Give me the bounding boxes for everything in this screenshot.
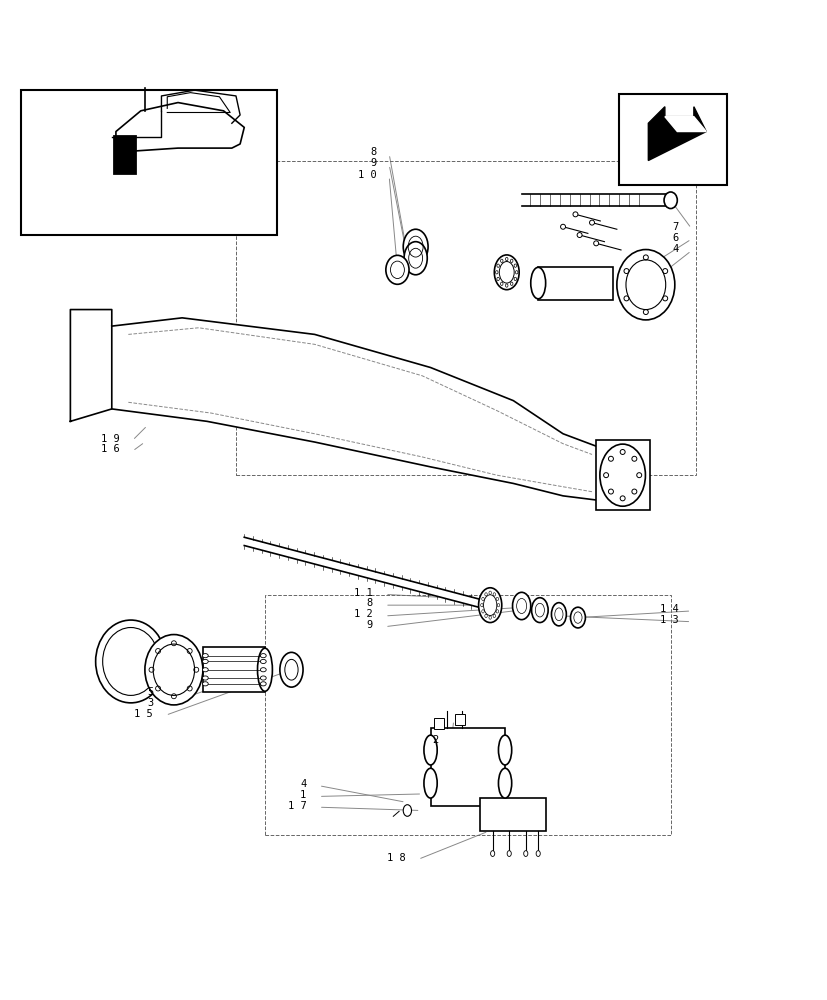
Text: 1 2: 1 2: [353, 609, 372, 619]
Ellipse shape: [572, 212, 577, 217]
Ellipse shape: [593, 241, 598, 246]
Text: 1 6: 1 6: [101, 444, 120, 454]
Ellipse shape: [423, 768, 437, 798]
Bar: [203, 647, 265, 692]
Ellipse shape: [260, 659, 266, 664]
Bar: [265, 595, 670, 835]
Ellipse shape: [403, 805, 411, 816]
Ellipse shape: [202, 682, 208, 686]
Text: 8: 8: [366, 598, 372, 608]
Ellipse shape: [478, 588, 501, 623]
Ellipse shape: [620, 446, 637, 504]
Ellipse shape: [599, 444, 645, 506]
Ellipse shape: [145, 635, 203, 705]
Ellipse shape: [576, 233, 581, 238]
Bar: [21, 90, 277, 235]
Ellipse shape: [589, 220, 594, 225]
Ellipse shape: [202, 668, 208, 672]
Text: 3: 3: [146, 698, 153, 708]
Ellipse shape: [280, 652, 303, 687]
Ellipse shape: [601, 444, 630, 506]
Polygon shape: [648, 107, 705, 161]
Ellipse shape: [202, 659, 208, 664]
Ellipse shape: [95, 620, 165, 703]
Ellipse shape: [202, 676, 208, 680]
Ellipse shape: [260, 668, 266, 672]
Ellipse shape: [531, 598, 547, 623]
Text: 4: 4: [672, 244, 678, 254]
Bar: [595, 440, 649, 510]
Ellipse shape: [523, 851, 528, 856]
Text: 1 7: 1 7: [287, 801, 306, 811]
Text: 4: 4: [299, 779, 306, 789]
Polygon shape: [244, 537, 480, 608]
Ellipse shape: [551, 603, 566, 626]
Text: 5: 5: [146, 687, 153, 697]
Text: 1 4: 1 4: [659, 604, 678, 614]
Bar: [114, 136, 135, 173]
Text: 1 3: 1 3: [659, 615, 678, 625]
Text: 1 1: 1 1: [353, 588, 372, 598]
Bar: [433, 718, 443, 729]
Ellipse shape: [498, 735, 511, 765]
Ellipse shape: [260, 654, 266, 658]
Bar: [236, 161, 695, 475]
Ellipse shape: [257, 648, 272, 691]
Ellipse shape: [506, 851, 511, 856]
Text: 1 9: 1 9: [101, 434, 120, 444]
Text: 7: 7: [672, 222, 678, 232]
Text: 2: 2: [432, 735, 438, 745]
Polygon shape: [664, 117, 705, 132]
Ellipse shape: [494, 255, 519, 290]
Ellipse shape: [260, 682, 266, 686]
Text: 9: 9: [370, 158, 376, 168]
Ellipse shape: [663, 192, 676, 209]
Ellipse shape: [202, 654, 208, 658]
Ellipse shape: [570, 607, 585, 628]
Ellipse shape: [403, 229, 428, 264]
Text: 9: 9: [366, 620, 372, 630]
Ellipse shape: [512, 592, 530, 620]
Ellipse shape: [490, 851, 495, 856]
Ellipse shape: [385, 255, 409, 284]
Ellipse shape: [498, 768, 511, 798]
Bar: [538, 267, 612, 300]
Text: 1 5: 1 5: [134, 709, 153, 719]
Bar: [480, 798, 546, 831]
Ellipse shape: [536, 851, 540, 856]
Text: 8: 8: [370, 147, 376, 157]
Ellipse shape: [404, 242, 427, 275]
Polygon shape: [521, 194, 670, 206]
Text: 1 8: 1 8: [386, 853, 405, 863]
Ellipse shape: [616, 250, 674, 320]
Ellipse shape: [560, 224, 565, 229]
Text: 6: 6: [672, 233, 678, 243]
Ellipse shape: [260, 676, 266, 680]
Ellipse shape: [530, 267, 545, 299]
Bar: [454, 714, 464, 725]
Text: 1 0: 1 0: [357, 170, 376, 180]
Polygon shape: [112, 318, 595, 500]
Polygon shape: [70, 310, 112, 421]
Bar: [430, 728, 504, 806]
Bar: [619, 94, 726, 185]
Ellipse shape: [423, 735, 437, 765]
Text: 1: 1: [299, 790, 306, 800]
